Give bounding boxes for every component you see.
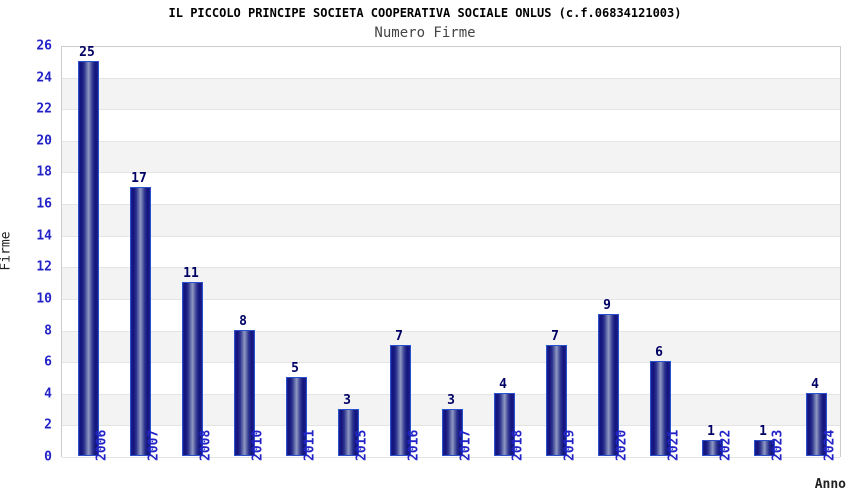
bar-2007 [129,187,151,456]
grid-band [62,173,840,206]
y-tick-label: 24 [36,70,52,86]
bar-2024 [805,392,827,456]
bar-value-label: 17 [131,171,147,187]
bar-2015 [337,408,359,456]
x-tick-label: 2017 [458,429,474,461]
y-tick-label: 16 [36,196,52,212]
y-tick-label: 4 [44,386,52,402]
bar-value-label: 4 [499,376,507,392]
plot-area [61,46,841,458]
bar-2011 [285,376,307,456]
bar-2016 [389,345,411,456]
x-tick-label: 2015 [354,429,370,461]
x-tick-label: 2010 [250,429,266,461]
chart-subtitle: Numero Firme [374,25,476,41]
bar-2006 [77,60,99,456]
bar-2019 [545,345,567,456]
x-tick-label: 2022 [718,429,734,461]
x-axis-title: Anno [814,477,846,492]
y-tick-label: 22 [36,101,52,117]
grid-band [62,141,840,174]
grid-band [62,47,840,79]
x-tick-label: 2021 [666,429,682,461]
x-tick-label: 2024 [822,429,838,461]
chart-title: IL PICCOLO PRINCIPE SOCIETA COOPERATIVA … [168,6,682,20]
bar-value-label: 1 [707,424,715,440]
y-tick-label: 14 [36,228,52,244]
y-tick-label: 8 [44,323,52,339]
bar-value-label: 7 [551,329,559,345]
grid-band [62,268,840,300]
bar-2017 [441,408,463,456]
bar-2010 [233,329,255,456]
x-tick-label: 2006 [94,429,110,461]
x-tick-label: 2008 [198,429,214,461]
bar-value-label: 8 [239,313,247,329]
grid-band [62,110,840,142]
bar-2021 [649,361,671,456]
bar-value-label: 7 [395,329,403,345]
x-tick-label: 2018 [510,429,526,461]
x-tick-label: 2020 [614,429,630,461]
x-tick-label: 2016 [406,429,422,461]
bar-value-label: 6 [655,345,663,361]
y-tick-label: 2 [44,417,52,433]
y-tick-label: 18 [36,164,52,180]
bar-value-label: 9 [603,297,611,313]
bar-value-label: 25 [79,44,95,60]
y-tick-label: 20 [36,133,52,149]
bar-2023 [753,440,775,456]
x-tick-label: 2023 [770,429,786,461]
y-tick-label: 6 [44,354,52,370]
bar-value-label: 11 [183,266,199,282]
y-tick-label: 26 [36,38,52,54]
grid-band [62,205,840,237]
bar-2020 [597,313,619,456]
grid-band [62,299,840,332]
bar-value-label: 3 [343,392,351,408]
bar-2022 [701,440,723,456]
bar-value-label: 4 [811,376,819,392]
y-tick-label: 0 [44,449,52,465]
x-tick-label: 2011 [302,429,318,461]
x-tick-label: 2019 [562,429,578,461]
y-tick-label: 12 [36,259,52,275]
bar-value-label: 5 [291,360,299,376]
bar-2018 [493,392,515,456]
grid-band [62,78,840,111]
bar-2008 [181,282,203,456]
grid-band [62,363,840,395]
grid-band [62,331,840,364]
y-tick-label: 10 [36,291,52,307]
x-tick-label: 2007 [146,429,162,461]
bar-value-label: 1 [759,424,767,440]
bar-value-label: 3 [447,392,455,408]
grid-band [62,236,840,269]
